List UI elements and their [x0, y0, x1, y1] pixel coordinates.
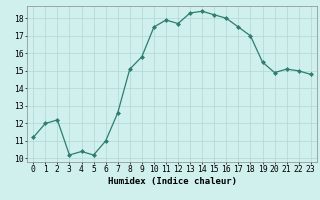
X-axis label: Humidex (Indice chaleur): Humidex (Indice chaleur): [108, 177, 236, 186]
